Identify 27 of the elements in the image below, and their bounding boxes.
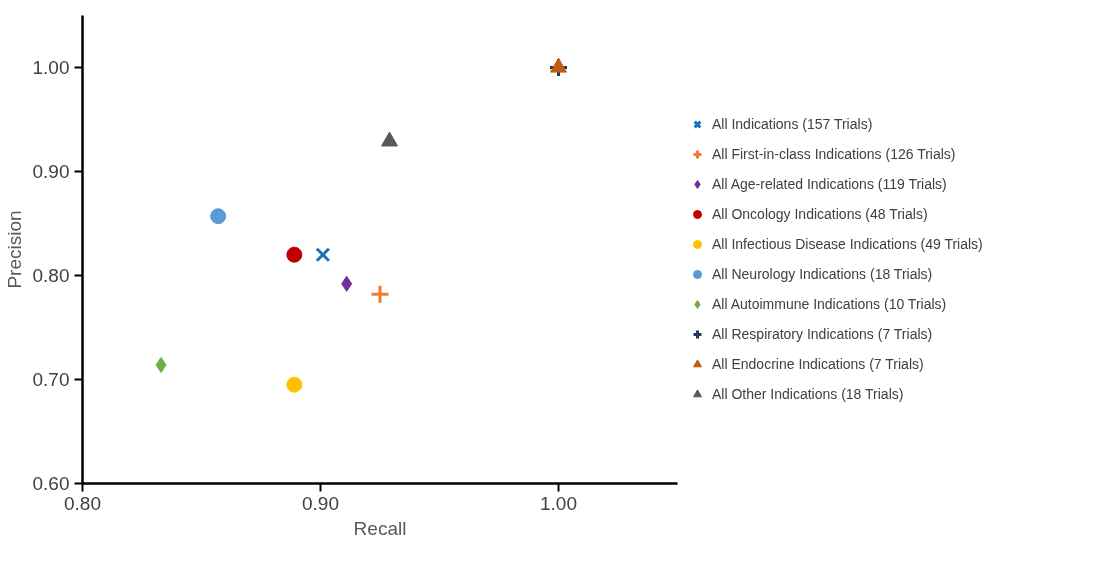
- x-tick-label: 0.80: [64, 492, 101, 514]
- legend-label: All Neurology Indications (18 Trials): [712, 265, 933, 282]
- y-tick-label: 0.60: [32, 473, 70, 494]
- legend-label: All Other Indications (18 Trials): [712, 385, 904, 402]
- legend-label: All Oncology Indications (48 Trials): [712, 205, 928, 222]
- y-tick-label: 1.00: [32, 57, 70, 78]
- point: [155, 356, 167, 373]
- legend-label: All Age-related Indications (119 Trials): [712, 175, 947, 192]
- point: [370, 284, 390, 305]
- y-tick-label: 0.90: [32, 161, 70, 182]
- legend-label: All Endocrine Indications (7 Trials): [712, 355, 924, 372]
- point: [315, 247, 331, 263]
- point: [286, 246, 303, 263]
- legend-label: All Autoimmune Indications (10 Trials): [712, 295, 947, 312]
- x-tick-label: 0.90: [302, 492, 339, 514]
- legend-label: All Respiratory Indications (7 Trials): [712, 325, 933, 342]
- point: [286, 376, 303, 393]
- legend-label: All Infectious Disease Indications (49 Trials): [712, 235, 983, 252]
- x-tick-label: 1.00: [540, 492, 577, 514]
- point: [341, 275, 353, 292]
- y-tick-label: 0.80: [32, 265, 70, 286]
- x-axis-title: Recall: [353, 517, 407, 539]
- legend-label: All Indications (157 Trials): [712, 115, 873, 132]
- y-axis-title: Precision: [3, 210, 25, 289]
- point: [210, 208, 227, 225]
- y-tick-label: 0.70: [32, 369, 70, 390]
- legend-label: All First-in-class Indications (126 Trials): [712, 145, 956, 162]
